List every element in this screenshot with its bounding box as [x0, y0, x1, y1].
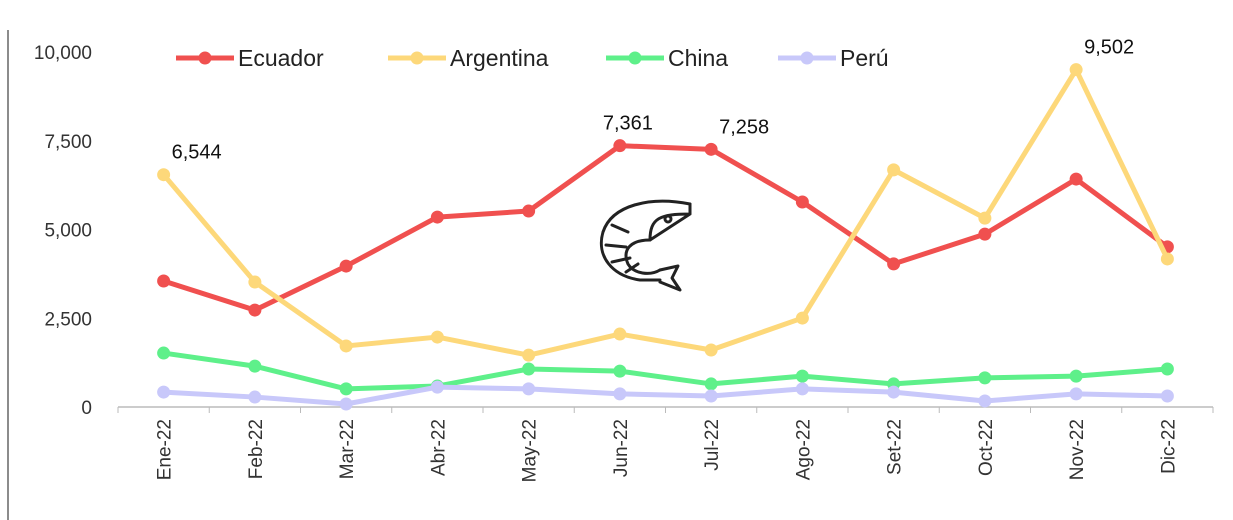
point — [795, 382, 809, 396]
point — [978, 227, 992, 241]
legend-label: China — [668, 45, 728, 71]
series-line — [161, 67, 1170, 358]
x-tick-label: Dic-22 — [1158, 419, 1179, 474]
x-tick-label: Oct-22 — [976, 419, 997, 476]
data-label: 9,502 — [1084, 37, 1134, 59]
point — [613, 139, 627, 153]
legend-label: Ecuador — [238, 45, 324, 71]
point — [248, 390, 262, 404]
point — [430, 380, 444, 394]
point — [430, 210, 444, 224]
point — [1069, 387, 1083, 401]
point — [339, 382, 353, 396]
data-label: 7,258 — [719, 116, 769, 138]
point — [887, 163, 901, 177]
point — [248, 275, 262, 289]
point — [1160, 389, 1174, 403]
x-tick-label: Set-22 — [885, 419, 906, 475]
data-label: 7,361 — [603, 113, 653, 135]
point — [522, 362, 536, 376]
series-line — [163, 384, 1168, 407]
point — [430, 330, 444, 344]
legend-swatch — [410, 51, 424, 65]
legend-swatch — [800, 51, 814, 65]
y-tick-label: 2,500 — [44, 309, 92, 330]
point — [157, 274, 171, 288]
x-tick-label: May-22 — [520, 419, 541, 482]
point — [704, 142, 718, 156]
point — [522, 382, 536, 396]
point — [887, 257, 901, 271]
point — [248, 303, 262, 317]
point — [339, 397, 353, 411]
legend-label: Argentina — [450, 45, 549, 71]
legend-swatch — [628, 51, 642, 65]
point — [978, 211, 992, 225]
legend-label: Perú — [840, 45, 889, 71]
point — [704, 377, 718, 391]
series-line — [163, 350, 1168, 392]
y-tick-label: 5,000 — [44, 221, 92, 242]
x-tick-label: Jun-22 — [611, 419, 632, 477]
x-tick-label: Nov-22 — [1067, 419, 1088, 480]
point — [613, 364, 627, 378]
x-tick-label: Ene-22 — [155, 419, 176, 480]
point — [887, 385, 901, 399]
point — [522, 348, 536, 362]
point — [795, 369, 809, 383]
point — [978, 394, 992, 408]
point — [795, 311, 809, 325]
y-tick-label: 7,500 — [44, 132, 92, 153]
point — [157, 346, 171, 360]
point — [613, 327, 627, 341]
point — [339, 259, 353, 273]
point — [248, 359, 262, 373]
point — [978, 371, 992, 385]
point — [704, 389, 718, 403]
x-tick-label: Ago-22 — [793, 419, 814, 480]
point — [157, 168, 171, 182]
point — [1069, 369, 1083, 383]
y-tick-label: 10,000 — [34, 43, 92, 64]
point — [795, 195, 809, 209]
x-tick-label: Jul-22 — [702, 419, 723, 471]
point — [1160, 362, 1174, 376]
point — [704, 343, 718, 357]
point — [1069, 172, 1083, 186]
x-tick-label: Abr-22 — [428, 419, 449, 476]
point — [157, 385, 171, 399]
point — [1160, 252, 1174, 266]
y-tick-label: 0 — [81, 398, 92, 419]
legend-swatch — [198, 51, 212, 65]
x-tick-label: Feb-22 — [246, 419, 267, 479]
point — [522, 204, 536, 218]
x-tick-label: Mar-22 — [337, 419, 358, 479]
series-line — [162, 143, 1169, 313]
shrimp-icon — [600, 199, 692, 292]
point — [613, 387, 627, 401]
point — [1069, 63, 1083, 77]
point — [339, 339, 353, 353]
data-label: 6,544 — [172, 142, 222, 164]
